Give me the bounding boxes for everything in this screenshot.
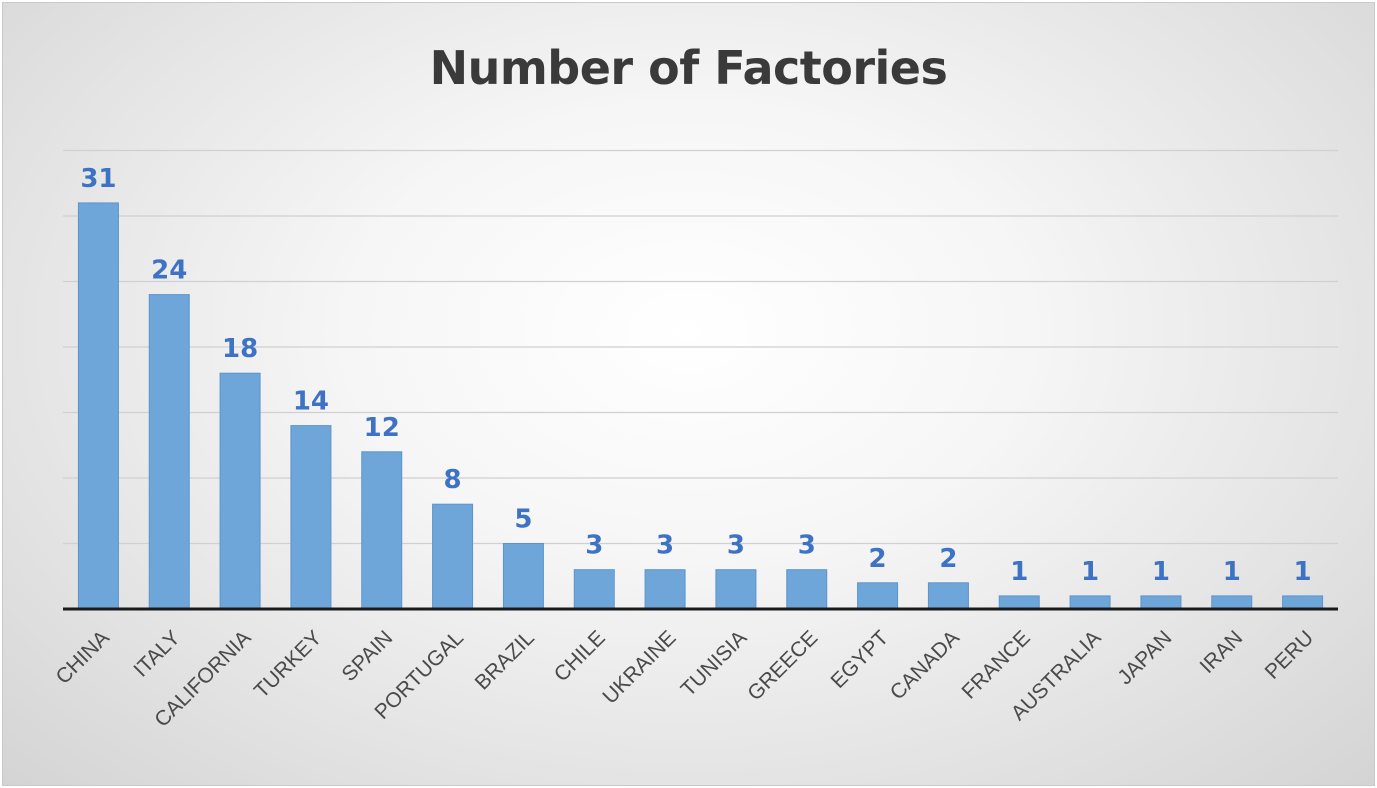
bar-ukraine <box>644 569 686 610</box>
x-tick-label-ukraine: UKRAINE <box>598 626 680 708</box>
gridlines <box>63 149 1338 545</box>
bar-canada <box>927 582 969 610</box>
data-label-australia: 1 <box>1081 557 1099 587</box>
bar-australia <box>1069 595 1111 610</box>
bar-spain <box>361 451 403 610</box>
data-label-ukraine: 3 <box>656 531 674 561</box>
bar-brazil <box>502 543 544 610</box>
x-tick-label-greece: GREECE <box>743 626 822 705</box>
data-label-tunisia: 3 <box>727 531 745 561</box>
x-tick-label-iran: IRAN <box>1196 626 1248 678</box>
x-tick-label-china: CHINA <box>51 626 113 688</box>
data-label-chile: 3 <box>585 531 603 561</box>
data-label-japan: 1 <box>1152 557 1170 587</box>
chart-title: Number of Factories <box>429 41 948 95</box>
data-labels: 31 24 18 14 12 8 5 3 3 3 3 2 2 1 1 1 1 1 <box>80 164 1311 587</box>
x-tick-label-peru: PERU <box>1261 626 1319 684</box>
x-tick-label-spain: SPAIN <box>338 626 398 686</box>
x-tick-label-japan: JAPAN <box>1113 626 1176 689</box>
data-label-peru: 1 <box>1294 557 1312 587</box>
x-tick-label-canada: CANADA <box>886 626 964 704</box>
bar-italy <box>148 294 190 610</box>
data-label-portugal: 8 <box>444 465 462 495</box>
bar-tunisia <box>715 569 757 610</box>
x-tick-label-brazil: BRAZIL <box>471 626 539 694</box>
data-label-turkey: 14 <box>293 387 329 417</box>
bar-california <box>219 372 261 610</box>
bar-chile <box>573 569 615 610</box>
bar-peru <box>1282 595 1324 610</box>
x-tick-label-chile: CHILE <box>550 626 610 686</box>
x-tick-label-italy: ITALY <box>129 626 184 681</box>
bar-portugal <box>432 503 474 610</box>
bars <box>77 202 1324 610</box>
bar-turkey <box>290 425 332 610</box>
x-tick-label-tunisia: TUNISIA <box>677 626 752 701</box>
data-label-iran: 1 <box>1223 557 1241 587</box>
bar-china <box>77 202 119 610</box>
data-label-china: 31 <box>80 164 116 194</box>
data-label-france: 1 <box>1010 557 1028 587</box>
x-tick-label-egypt: EGYPT <box>827 626 894 693</box>
bar-japan <box>1140 595 1182 610</box>
data-label-greece: 3 <box>798 531 816 561</box>
data-label-california: 18 <box>222 334 258 364</box>
bar-egypt <box>857 582 899 610</box>
bar-greece <box>786 569 828 610</box>
bar-france <box>998 595 1040 610</box>
data-label-canada: 2 <box>939 544 957 574</box>
data-label-italy: 24 <box>151 256 187 286</box>
bar-iran <box>1211 595 1253 610</box>
data-label-brazil: 5 <box>514 505 532 535</box>
x-tick-label-turkey: TURKEY <box>250 626 327 703</box>
data-label-spain: 12 <box>364 413 400 443</box>
data-label-egypt: 2 <box>869 544 887 574</box>
